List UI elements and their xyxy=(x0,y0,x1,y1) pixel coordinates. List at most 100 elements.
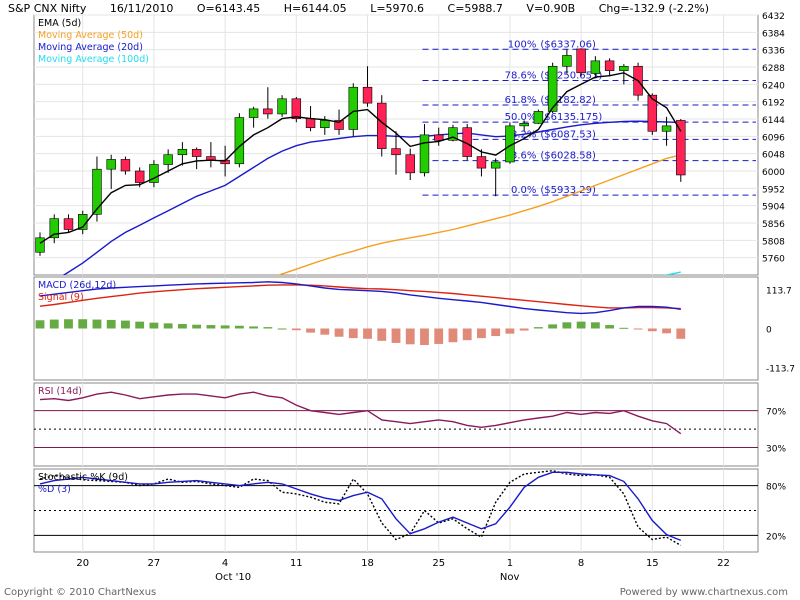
price-y-tick-label: 6336 xyxy=(762,47,785,57)
candle-body-up xyxy=(277,98,287,115)
macd-histogram-bar xyxy=(177,324,187,329)
candle-body-down xyxy=(377,102,387,149)
price-y-tick-label: 6432 xyxy=(762,12,785,22)
candle-body-up xyxy=(419,134,430,174)
macd-histogram-bar xyxy=(363,328,372,339)
ma100-line xyxy=(662,271,681,275)
macd-histogram-bar xyxy=(676,328,686,339)
candle-body-up xyxy=(448,127,458,141)
macd-histogram-bar xyxy=(619,327,629,329)
rsi-panel-frame xyxy=(33,382,759,467)
macd-histogram-bar xyxy=(135,321,145,329)
candlestick xyxy=(149,160,159,188)
fibonacci-price: ($6135.175) xyxy=(540,112,602,123)
candlestick xyxy=(248,106,259,128)
candlestick xyxy=(177,142,188,166)
ema5-line xyxy=(39,72,682,244)
candlestick xyxy=(377,95,387,157)
high-price: H=6144.05 xyxy=(283,2,347,15)
candlestick xyxy=(490,158,501,197)
candle-body-up xyxy=(92,168,102,215)
macd-histogram-bar xyxy=(334,328,344,337)
close-price: C=5988.7 xyxy=(447,2,503,15)
candle-body-up xyxy=(163,154,173,165)
fibonacci-label: 100% ($6337.06) xyxy=(508,39,596,50)
fibonacci-price: ($6028.58) xyxy=(540,151,596,162)
macd-y-tick-label: 0 xyxy=(766,326,772,336)
macd-histogram-bar xyxy=(277,328,287,330)
price-y-tick-label: 5856 xyxy=(762,220,785,230)
candlestick xyxy=(49,214,59,244)
candle-body-down xyxy=(676,120,686,176)
candlestick xyxy=(604,58,615,77)
candle-body-up xyxy=(106,159,116,170)
x-tick-label: 15 xyxy=(646,558,659,569)
candle-body-down xyxy=(576,48,586,74)
macd-histogram-bar xyxy=(420,328,429,345)
x-month-label: Oct '10 xyxy=(215,572,251,583)
macd-histogram-bar xyxy=(434,328,444,344)
macd-histogram-bar xyxy=(149,322,159,329)
candlestick xyxy=(576,48,586,77)
candle-body-down xyxy=(476,156,487,169)
candlestick xyxy=(562,49,572,74)
candle-body-up xyxy=(177,149,188,156)
macd-line xyxy=(39,281,681,315)
price-y-tick-label: 5760 xyxy=(762,255,785,265)
candle-body-down xyxy=(647,94,658,132)
candlestick xyxy=(434,127,444,146)
price-y-tick-label: 6048 xyxy=(762,151,785,161)
candlestick xyxy=(448,124,458,142)
candle-body-up xyxy=(490,161,501,169)
x-tick-label: 20 xyxy=(76,558,89,569)
macd-histogram-bar xyxy=(234,325,244,329)
candlestick xyxy=(163,149,173,173)
x-tick-label: 18 xyxy=(361,558,374,569)
candlestick xyxy=(291,96,302,123)
fibonacci-percent: 78.6% xyxy=(505,70,537,81)
macd-histogram-bar xyxy=(78,319,88,329)
low-price: L=5970.6 xyxy=(370,2,425,15)
fibonacci-percent: 50.0% xyxy=(505,112,537,123)
candle-body-up xyxy=(149,164,159,183)
copyright-text: Copyright © 2010 ChartNexus xyxy=(4,587,157,598)
fibonacci-label: 23.6% ($6028.58) xyxy=(505,151,596,162)
macd-histogram-bar xyxy=(633,328,643,330)
price-change: Chg=-132.9 (-2.2%) xyxy=(598,2,710,15)
candle-body-down xyxy=(191,149,202,157)
candle-body-up xyxy=(590,60,601,74)
symbol-name: S&P CNX Nifty xyxy=(8,2,87,15)
macd-histogram-bar xyxy=(562,322,572,329)
macd-histogram-bar xyxy=(220,325,230,329)
macd-legend-entry: Signal (9) xyxy=(38,292,84,303)
candle-body-up xyxy=(248,108,259,118)
candle-body-down xyxy=(263,108,273,115)
candle-body-down xyxy=(362,86,373,104)
macd-histogram-bar xyxy=(35,320,45,329)
macd-histogram-bar xyxy=(590,322,600,329)
candle-body-down xyxy=(391,148,401,156)
fibonacci-price: ($6250.653) xyxy=(540,70,602,81)
price-y-tick-label: 5808 xyxy=(762,237,785,247)
candle-body-down xyxy=(604,60,615,71)
candlestick xyxy=(391,131,401,175)
rsi-y-tick-label: 70% xyxy=(766,408,786,418)
fibonacci-label: 78.6% ($6250.653) xyxy=(505,70,603,81)
stoch-y-tick-label: 80% xyxy=(766,483,786,493)
price-y-tick-label: 6144 xyxy=(762,116,785,126)
x-tick-label: 1 xyxy=(507,558,513,569)
rsi-line xyxy=(39,391,682,435)
candlestick xyxy=(191,147,202,170)
x-tick-label: 25 xyxy=(432,558,445,569)
macd-histogram-bar xyxy=(49,319,59,329)
x-tick-label: 22 xyxy=(717,558,730,569)
macd-histogram-bar xyxy=(491,328,501,337)
candle-body-down xyxy=(305,118,316,128)
x-tick-label: 11 xyxy=(290,558,303,569)
macd-histogram-bar xyxy=(206,325,216,329)
fibonacci-label: 50.0% ($6135.175) xyxy=(505,112,603,123)
candle-body-up xyxy=(547,65,558,112)
stoch-k-line xyxy=(39,469,682,547)
candlestick xyxy=(263,87,273,119)
candlestick xyxy=(277,95,287,117)
